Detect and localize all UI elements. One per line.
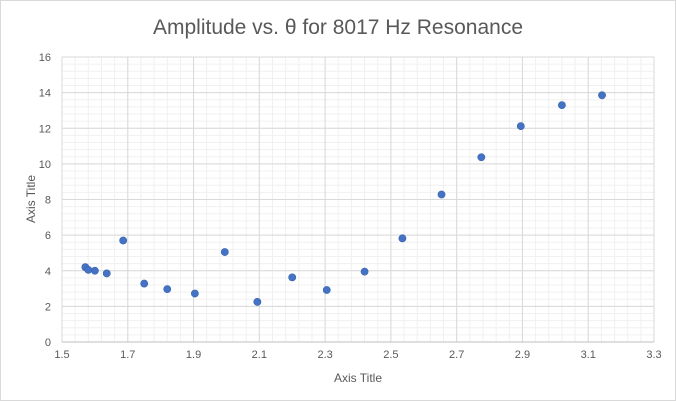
y-tick-label: 14 (39, 88, 51, 100)
data-points (81, 91, 606, 306)
data-point (558, 101, 566, 109)
data-point (84, 265, 93, 274)
y-axis-title: Axis Title (24, 175, 38, 223)
y-tick-label: 2 (45, 301, 51, 313)
data-point (90, 266, 99, 275)
x-tick-label: 3.3 (646, 349, 661, 361)
data-point (437, 190, 446, 199)
tick-labels: 1.5 1.7 1.9 2.1 2.3 2.5 2.7 2.9 3.1 3.3 0 2 4 6 8 10 12 1… (39, 52, 662, 361)
data-point (119, 236, 128, 245)
data-point (288, 273, 297, 282)
data-point (360, 267, 369, 276)
x-tick-label: 2.3 (317, 349, 332, 361)
x-tick-label: 1.9 (186, 349, 201, 361)
y-tick-label: 8 (45, 195, 51, 207)
data-point (220, 248, 229, 256)
x-axis-title: Axis Title (334, 371, 382, 385)
data-point (253, 298, 262, 306)
y-tick-label: 0 (45, 337, 51, 349)
gridlines (61, 56, 655, 343)
y-tick-label: 16 (39, 52, 51, 64)
x-tick-label: 2.9 (515, 349, 530, 361)
data-point (190, 289, 199, 298)
data-point (598, 91, 606, 100)
y-tick-label: 4 (45, 266, 51, 278)
x-tick-label: 2.5 (383, 349, 398, 361)
data-point (516, 122, 525, 131)
y-tick-label: 6 (45, 230, 51, 242)
chart-title: Amplitude vs. θ for 8017 Hz Resonance (153, 16, 523, 39)
x-tick-label: 1.5 (54, 349, 69, 361)
data-point (477, 153, 486, 162)
data-point (398, 234, 407, 243)
y-tick-label: 12 (39, 123, 51, 135)
y-tick-label: 10 (39, 159, 51, 171)
data-point (140, 279, 149, 288)
x-tick-label: 2.1 (252, 349, 267, 361)
data-point (102, 269, 111, 278)
data-point (322, 286, 331, 294)
x-tick-label: 2.7 (449, 349, 464, 361)
data-point (163, 285, 172, 293)
x-tick-label: 1.7 (120, 349, 135, 361)
x-tick-label: 3.1 (581, 349, 596, 361)
